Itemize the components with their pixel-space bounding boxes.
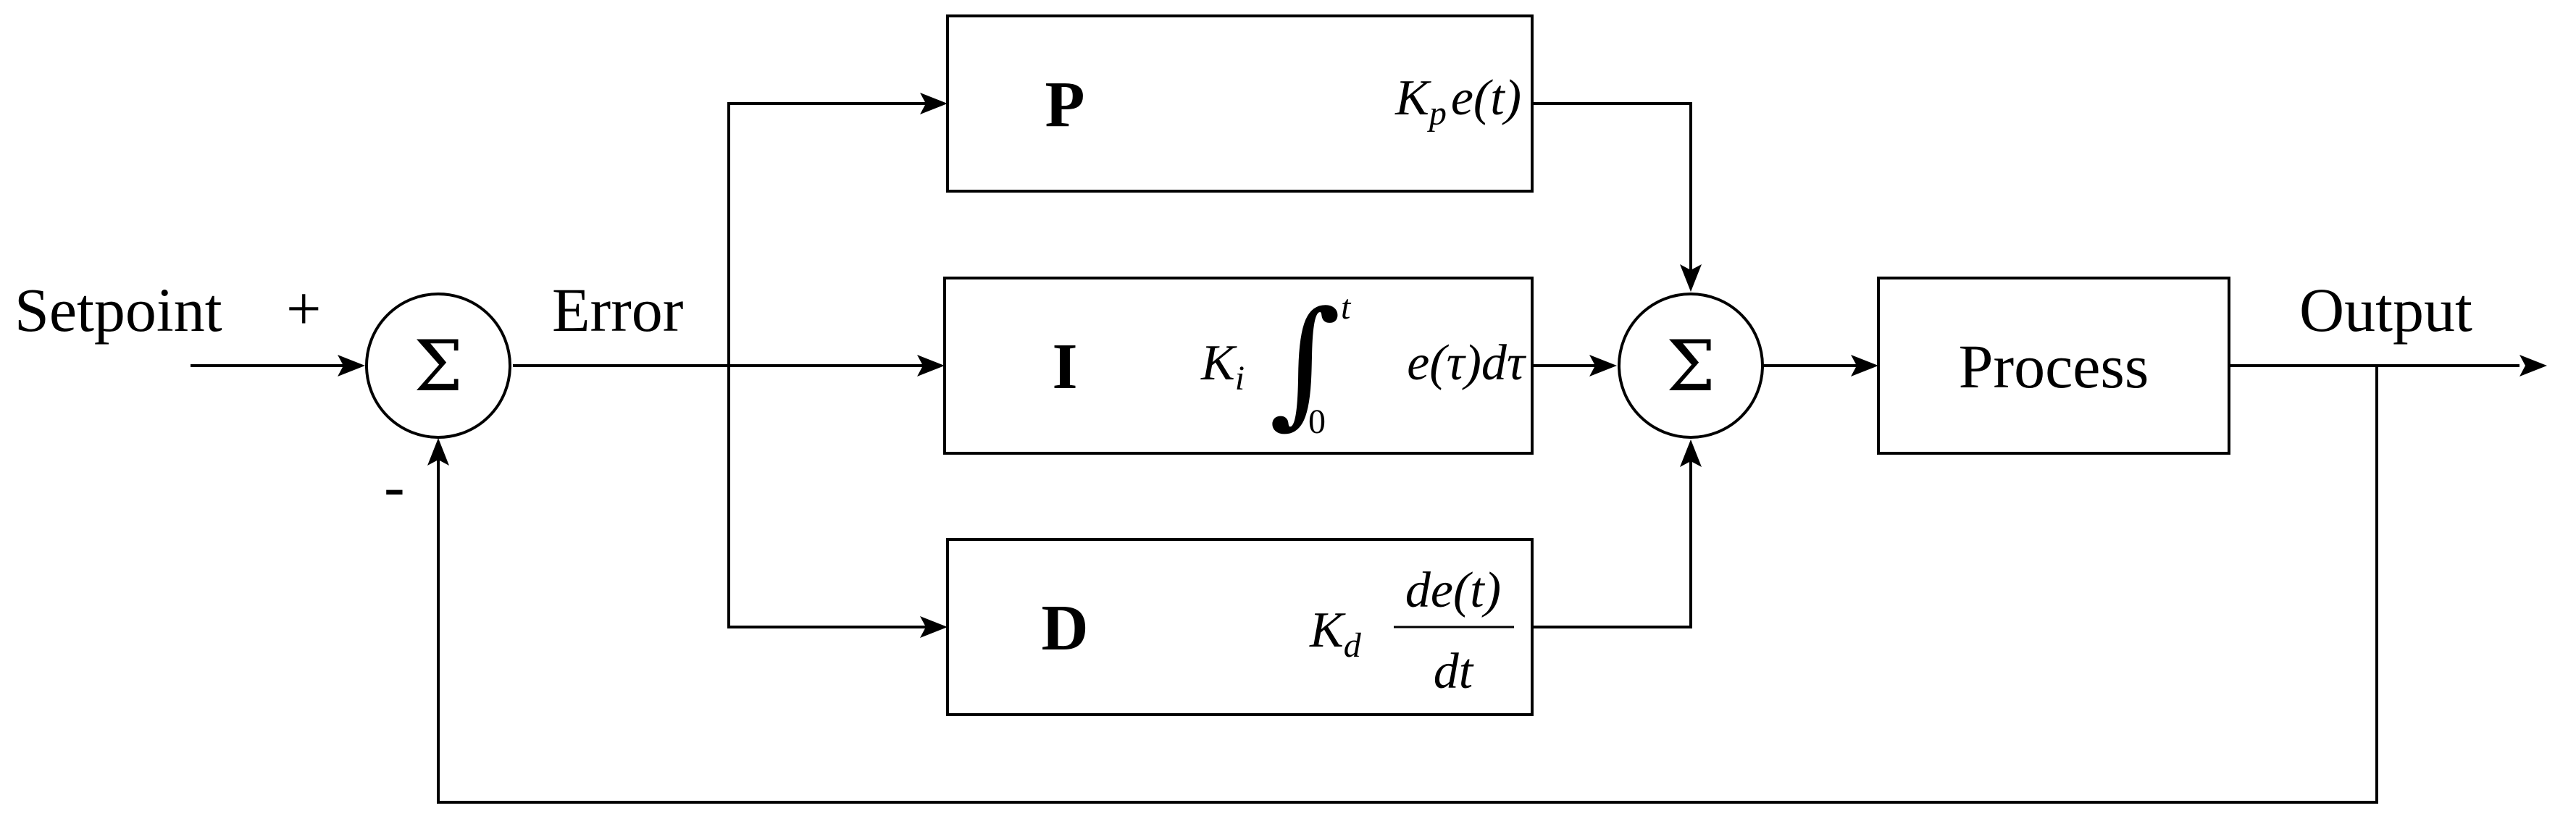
- arrow-into-i: [917, 355, 945, 377]
- error-sum-symbol: Σ: [414, 326, 463, 407]
- process-label: Process: [1959, 332, 2149, 401]
- integral-sign: ∫: [1269, 282, 1341, 442]
- p-to-sum-line: [1532, 102, 1692, 272]
- output-summing-junction: Σ: [1618, 293, 1764, 439]
- error-branch-to-d: [727, 366, 929, 628]
- arrow-d-into-sum: [1680, 439, 1702, 467]
- output-sum-symbol: Σ: [1666, 326, 1715, 407]
- process-block: Process: [1877, 277, 2230, 455]
- connectors: [191, 102, 2519, 804]
- setpoint-label: Setpoint: [14, 275, 222, 345]
- i-gain: Ki: [1200, 335, 1245, 398]
- arrow-into-p: [920, 93, 948, 114]
- p-block-label: P: [1045, 69, 1085, 140]
- arrow-output: [2519, 355, 2547, 377]
- i-block: I Ki ∫ t 0 e(τ)dτ: [943, 277, 1534, 455]
- integrand: e(τ)dτ: [1407, 335, 1527, 391]
- p-block: P Kpe(t): [946, 14, 1534, 193]
- derivative-numerator: de(t): [1405, 563, 1501, 618]
- arrow-p-into-sum: [1680, 264, 1702, 292]
- derivative-denominator: dt: [1434, 644, 1474, 699]
- error-label: Error: [552, 275, 683, 345]
- arrow-i-into-sum: [1589, 355, 1617, 377]
- integral-lower-limit: 0: [1308, 403, 1326, 441]
- arrowheads: [338, 93, 2547, 638]
- arrow-into-process: [1851, 355, 1878, 377]
- d-block-label: D: [1042, 592, 1089, 664]
- output-label: Output: [2299, 275, 2472, 345]
- error-summing-junction: Σ: [365, 293, 511, 439]
- plus-sign: +: [286, 274, 322, 343]
- arrow-feedback-into-sum: [427, 438, 449, 466]
- arrow-into-d: [920, 616, 948, 638]
- d-block: D Kd de(t) dt: [946, 538, 1534, 716]
- d-gain: Kd: [1309, 602, 1362, 665]
- arrow-into-error-sum: [338, 355, 365, 377]
- error-branch-to-p: [727, 102, 929, 366]
- p-term: Kpe(t): [1394, 70, 1521, 133]
- minus-sign: -: [384, 451, 405, 521]
- feedback-line: [437, 366, 2378, 804]
- i-block-label: I: [1052, 331, 1077, 403]
- d-to-sum-line: [1532, 460, 1692, 628]
- integral-upper-limit: t: [1341, 288, 1352, 327]
